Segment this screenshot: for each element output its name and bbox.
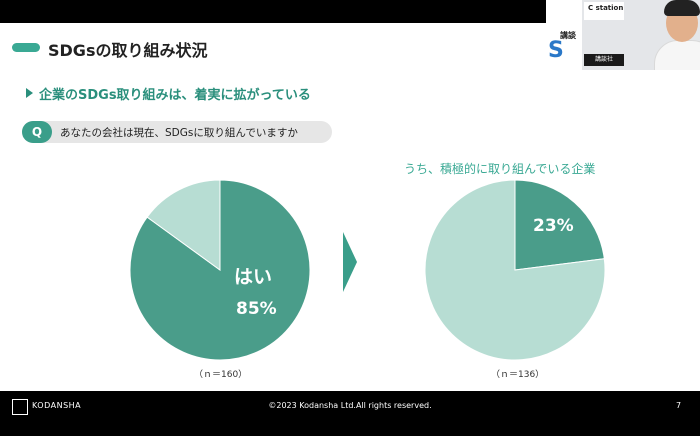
key-message: 企業のSDGs取り組みは、着実に拡がっている	[26, 84, 311, 103]
question-badge: Q	[22, 121, 52, 143]
webcam-overlay: 講談 S C station 講談社	[546, 0, 700, 70]
pie2-sample-size: （ｎ＝136）	[491, 370, 545, 380]
pie1-data-label-yes: はい	[234, 266, 273, 288]
footer-bar: KODANSHA ©2023 Kodansha Ltd.All rights r…	[0, 391, 700, 436]
footer-logo-text: KODANSHA	[32, 401, 82, 410]
top-black-bar	[0, 0, 700, 23]
triangle-bullet-icon	[26, 88, 33, 98]
presenter-body	[654, 40, 700, 70]
pie2-data-label-percent: 23%	[533, 216, 574, 236]
question-bar	[22, 121, 332, 143]
presenter-hair	[664, 0, 700, 16]
cstation-logo-box	[584, 2, 624, 20]
webcam-side-letter: S	[548, 38, 564, 63]
arrow-right-icon	[343, 232, 357, 292]
cstation-logo: C station	[588, 4, 624, 12]
right-chart-heading: うち、積極的に取り組んでいる企業	[404, 162, 596, 176]
page-number: 7	[676, 401, 682, 410]
slide-title: SDGsの取り組み状況	[48, 41, 208, 60]
kodansha-logo-icon	[12, 399, 28, 415]
webcam-side-text: 講談	[560, 31, 576, 40]
pie2-slice-1	[514, 179, 605, 271]
presentation-slide: SDGsの取り組み状況 企業のSDGs取り組みは、着実に拡がっている Q あなた…	[0, 23, 700, 391]
presenter-name-tag: 講談社	[584, 54, 624, 66]
title-accent-bar	[12, 43, 40, 52]
footer-copyright: ©2023 Kodansha Ltd.All rights reserved.	[268, 401, 432, 410]
webcam-slide-strip	[546, 0, 584, 70]
key-message-text: 企業のSDGs取り組みは、着実に拡がっている	[39, 88, 311, 103]
pie-charts	[129, 179, 606, 361]
pie1-sample-size: （ｎ＝160）	[194, 370, 248, 380]
pie2-slice-2	[424, 179, 606, 361]
pie1-data-label-percent: 85%	[236, 299, 277, 319]
pie1-slice-2	[146, 179, 221, 271]
question-text: あなたの会社は現在、SDGsに取り組んでいますか	[60, 127, 298, 139]
